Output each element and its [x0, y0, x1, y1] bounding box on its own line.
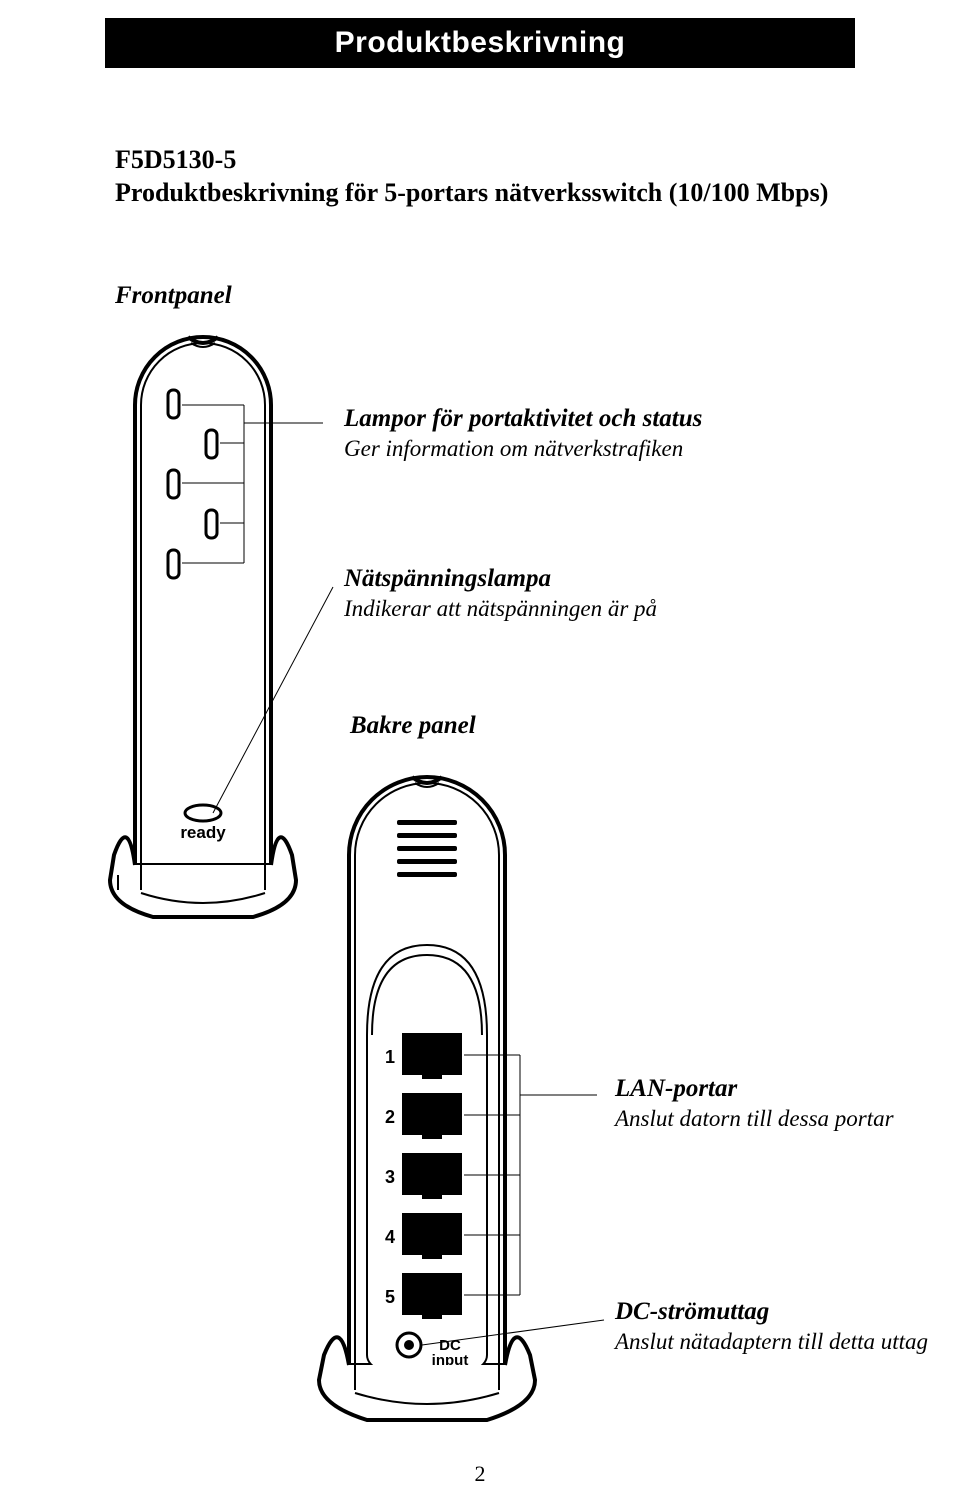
ready-label: ready: [180, 823, 226, 842]
callout-nat-title: Nätspänningslampa: [344, 565, 657, 593]
callout-natspanning: Nätspänningslampa Indikerar att nätspänn…: [344, 565, 657, 623]
svg-text:5: 5: [385, 1287, 395, 1307]
front-device-diagram: ready: [108, 335, 298, 955]
page-number: 2: [0, 1461, 960, 1487]
frontpanel-label: Frontpanel: [115, 282, 232, 310]
header-bar: Produktbeskrivning: [105, 18, 855, 68]
bakre-panel-label: Bakre panel: [350, 712, 476, 742]
callout-lan-desc: Anslut datorn till dessa portar: [615, 1105, 894, 1133]
callout-dc-desc: Anslut nätadaptern till detta uttag: [615, 1328, 928, 1356]
callout-lampor-desc: Ger information om nätverkstrafiken: [344, 435, 702, 463]
svg-text:2: 2: [385, 1107, 395, 1127]
callout-lan-title: LAN-portar: [615, 1075, 894, 1103]
model-number: F5D5130-5: [115, 145, 236, 175]
callout-nat-desc: Indikerar att nätspänningen är på: [344, 595, 657, 623]
callout-dc: DC-strömuttag Anslut nätadaptern till de…: [615, 1298, 928, 1356]
svg-text:4: 4: [385, 1227, 395, 1247]
callout-lan: LAN-portar Anslut datorn till dessa port…: [615, 1075, 894, 1133]
callout-lampor: Lampor för portaktivitet och status Ger …: [344, 405, 702, 463]
callout-dc-title: DC-strömuttag: [615, 1298, 928, 1326]
svg-text:3: 3: [385, 1167, 395, 1187]
callout-lampor-title: Lampor för portaktivitet och status: [344, 405, 702, 433]
subtitle: Produktbeskrivning för 5-portars nätverk…: [115, 178, 828, 208]
back-device-diagram: 1 2 3 4 5 DC input: [312, 775, 542, 1455]
svg-text:1: 1: [385, 1047, 395, 1067]
bakre-panel-title: Bakre panel: [350, 712, 476, 740]
